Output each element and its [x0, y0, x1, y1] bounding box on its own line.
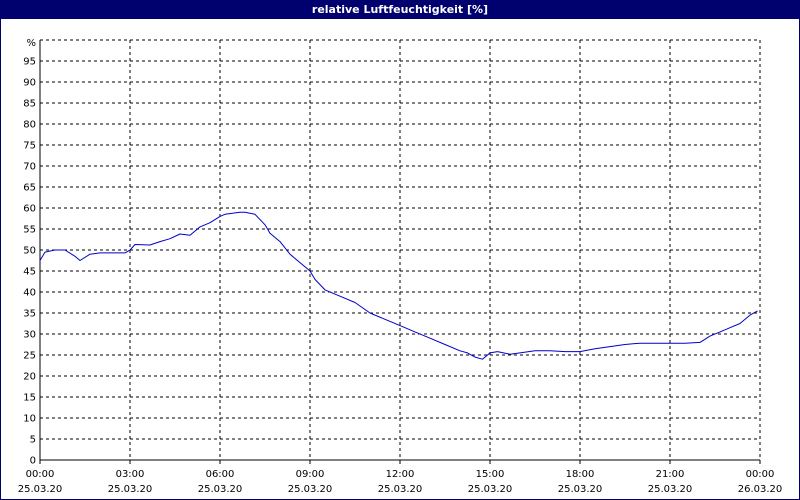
x-tick-time-label: 21:00 [656, 469, 685, 480]
y-tick-label: 35 [23, 309, 36, 320]
y-tick-label: 25 [23, 351, 36, 362]
y-axis-unit-label: % [26, 38, 36, 49]
title-bar: relative Luftfeuchtigkeit [%] [1, 1, 799, 19]
y-tick-label: 75 [23, 141, 36, 152]
y-tick-label: 40 [23, 288, 36, 299]
x-tick-date-label: 25.03.20 [558, 484, 603, 495]
x-tick-time-label: 03:00 [116, 469, 145, 480]
x-tick-date-label: 25.03.20 [288, 484, 333, 495]
x-tick-time-label: 12:00 [386, 469, 415, 480]
x-tick-time-label: 09:00 [296, 469, 325, 480]
y-tick-label: 60 [23, 204, 36, 215]
y-tick-label: 50 [23, 246, 36, 257]
y-tick-label: 20 [23, 372, 36, 383]
y-tick-label: 85 [23, 99, 36, 110]
y-tick-label: 55 [23, 225, 36, 236]
humidity-series-line [39, 211, 758, 360]
y-tick-label: 30 [23, 330, 36, 341]
y-tick-label: 70 [23, 162, 36, 173]
x-tick-time-label: 00:00 [746, 469, 775, 480]
x-tick-date-label: 25.03.20 [198, 484, 243, 495]
x-tick-date-label: 26.03.20 [738, 484, 783, 495]
y-tick-label: 65 [23, 183, 36, 194]
x-tick-time-label: 00:00 [26, 469, 55, 480]
x-tick-time-label: 18:00 [566, 469, 595, 480]
x-tick-date-label: 25.03.20 [108, 484, 153, 495]
x-tick-date-label: 25.03.20 [648, 484, 693, 495]
x-tick-date-label: 25.03.20 [468, 484, 513, 495]
y-tick-label: 90 [23, 78, 36, 89]
y-tick-label: 95 [23, 57, 36, 68]
y-tick-label: 15 [23, 393, 36, 404]
y-tick-label: 80 [23, 120, 36, 131]
y-tick-label: 10 [23, 414, 36, 425]
x-tick-date-label: 25.03.20 [378, 484, 423, 495]
y-tick-label: 45 [23, 267, 36, 278]
chart-title: relative Luftfeuchtigkeit [%] [311, 3, 489, 16]
x-tick-time-label: 15:00 [476, 469, 505, 480]
x-tick-date-label: 25.03.20 [18, 484, 63, 495]
y-tick-label: 0 [30, 456, 36, 467]
x-tick-time-label: 06:00 [206, 469, 235, 480]
y-tick-label: 5 [30, 435, 36, 446]
